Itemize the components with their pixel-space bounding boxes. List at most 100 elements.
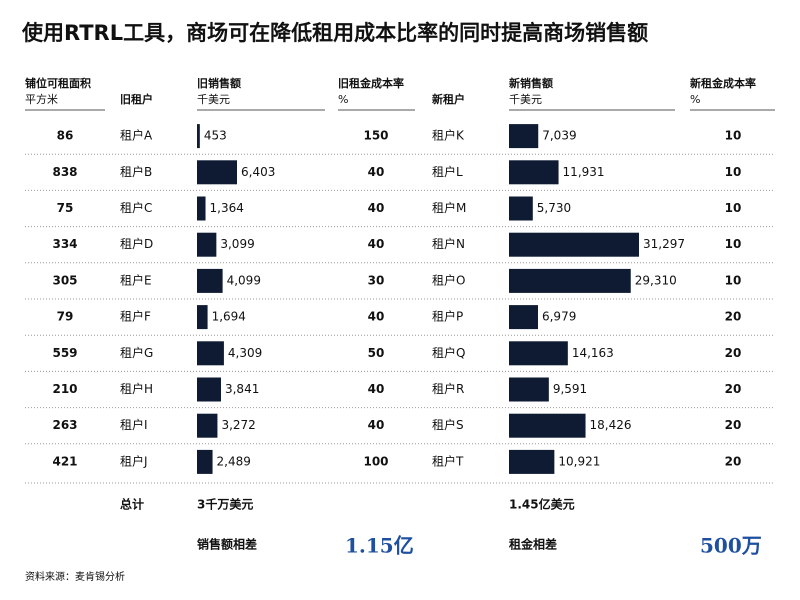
area: 838 bbox=[52, 165, 77, 179]
new-sales-bar bbox=[509, 232, 639, 257]
new-tenant: 租户P bbox=[432, 309, 463, 324]
old-sales-bar bbox=[197, 305, 208, 330]
header-unit: 千美元 bbox=[197, 93, 230, 106]
sales-diff-value: 1.15亿 bbox=[345, 534, 414, 558]
old-rate: 40 bbox=[368, 310, 385, 324]
area: 79 bbox=[57, 310, 74, 324]
new-tenant: 租户L bbox=[432, 164, 463, 179]
header: 旧租金成本率 bbox=[338, 76, 404, 90]
old-sales-bar bbox=[197, 124, 200, 149]
area: 421 bbox=[52, 454, 77, 468]
new-sales-bar bbox=[509, 160, 559, 185]
new-sales-label: 9,591 bbox=[553, 382, 587, 396]
header: 新租户 bbox=[432, 92, 465, 106]
new-tenant: 租户M bbox=[432, 200, 466, 215]
new-tenant: 租户K bbox=[432, 128, 465, 143]
old-tenant: 租户G bbox=[120, 345, 153, 360]
old-sales-label: 6,403 bbox=[241, 165, 275, 179]
old-sales-bar bbox=[197, 268, 223, 293]
old-tenant: 租户D bbox=[120, 236, 153, 251]
old-rate: 40 bbox=[368, 201, 385, 215]
new-sales-bar bbox=[509, 377, 549, 402]
old-sales-label: 453 bbox=[204, 129, 227, 143]
new-tenant: 租户S bbox=[432, 417, 464, 432]
new-sales-bar bbox=[509, 268, 631, 293]
new-tenant: 租户O bbox=[432, 272, 465, 287]
old-sales-bar bbox=[197, 377, 221, 402]
old-sales-label: 3,272 bbox=[221, 418, 255, 432]
old-sales-label: 1,694 bbox=[212, 310, 246, 324]
old-tenant: 租户I bbox=[120, 417, 148, 432]
old-sales-bar bbox=[197, 160, 237, 185]
new-rate: 10 bbox=[725, 237, 742, 251]
new-rate: 20 bbox=[725, 418, 742, 432]
area: 305 bbox=[52, 273, 77, 287]
sales-diff-label: 销售额相差 bbox=[197, 537, 257, 552]
old-sales-label: 2,489 bbox=[217, 454, 251, 468]
new-rate: 10 bbox=[725, 273, 742, 287]
new-sales-label: 29,310 bbox=[635, 273, 677, 287]
new-rate: 20 bbox=[725, 382, 742, 396]
new-rate: 10 bbox=[725, 165, 742, 179]
old-sales-bar bbox=[197, 341, 224, 366]
area: 263 bbox=[52, 418, 77, 432]
old-sales-label: 3,099 bbox=[220, 237, 254, 251]
header: 旧租户 bbox=[120, 92, 153, 106]
old-sales-bar bbox=[197, 196, 206, 221]
old-rate: 30 bbox=[368, 273, 385, 287]
old-rate: 150 bbox=[363, 129, 388, 143]
old-sales-label: 4,309 bbox=[228, 346, 262, 360]
new-rate: 20 bbox=[725, 346, 742, 360]
old-tenant: 租户F bbox=[120, 309, 151, 324]
old-sales-label: 4,099 bbox=[227, 273, 261, 287]
old-tenant: 租户J bbox=[120, 453, 148, 468]
new-tenant: 租户Q bbox=[432, 345, 465, 360]
area: 334 bbox=[52, 237, 77, 251]
new-sales-bar bbox=[509, 413, 586, 438]
totals-label: 总计 bbox=[120, 497, 144, 512]
new-tenant: 租户T bbox=[432, 453, 464, 468]
old-sales-label: 3,841 bbox=[225, 382, 259, 396]
old-tenant: 租户E bbox=[120, 272, 152, 287]
total-old-sales: 3千万美元 bbox=[197, 497, 253, 512]
new-tenant: 租户R bbox=[432, 381, 464, 396]
new-rate: 20 bbox=[725, 310, 742, 324]
new-sales-label: 14,163 bbox=[572, 346, 614, 360]
old-sales-bar bbox=[197, 449, 213, 474]
rent-diff-value: 500万 bbox=[700, 534, 762, 558]
header: 新销售额 bbox=[509, 76, 553, 90]
old-rate: 40 bbox=[368, 382, 385, 396]
old-tenant: 租户B bbox=[120, 164, 152, 179]
header-unit: % bbox=[338, 93, 348, 106]
rent-diff-label: 租金相差 bbox=[509, 537, 557, 552]
area: 86 bbox=[57, 129, 74, 143]
new-sales-bar bbox=[509, 449, 555, 474]
new-sales-label: 31,297 bbox=[643, 237, 685, 251]
new-sales-label: 10,921 bbox=[558, 454, 600, 468]
new-sales-bar bbox=[509, 196, 533, 221]
new-sales-label: 11,931 bbox=[563, 165, 605, 179]
new-sales-label: 7,039 bbox=[542, 129, 576, 143]
header-unit: 千美元 bbox=[509, 93, 542, 106]
old-tenant: 租户C bbox=[120, 200, 152, 215]
new-tenant: 租户N bbox=[432, 236, 465, 251]
new-sales-bar bbox=[509, 305, 538, 330]
new-sales-label: 5,730 bbox=[537, 201, 571, 215]
old-rate: 100 bbox=[363, 454, 388, 468]
header-unit: 平方米 bbox=[25, 92, 58, 106]
header: 新租金成本率 bbox=[690, 76, 756, 90]
old-rate: 40 bbox=[368, 165, 385, 179]
source: 资料来源：麦肯锡分析 bbox=[25, 570, 125, 583]
header: 旧销售额 bbox=[197, 76, 241, 90]
area: 210 bbox=[52, 382, 77, 396]
title: 使用RTRL工具，商场可在降低租用成本比率的同时提高商场销售额 bbox=[21, 21, 648, 45]
old-rate: 40 bbox=[368, 418, 385, 432]
old-sales-bar bbox=[197, 413, 218, 438]
new-sales-label: 18,426 bbox=[590, 418, 632, 432]
area: 75 bbox=[57, 201, 74, 215]
header: 铺位可租面积 bbox=[25, 76, 91, 90]
old-tenant: 租户A bbox=[120, 128, 153, 143]
new-sales-bar bbox=[509, 341, 568, 366]
